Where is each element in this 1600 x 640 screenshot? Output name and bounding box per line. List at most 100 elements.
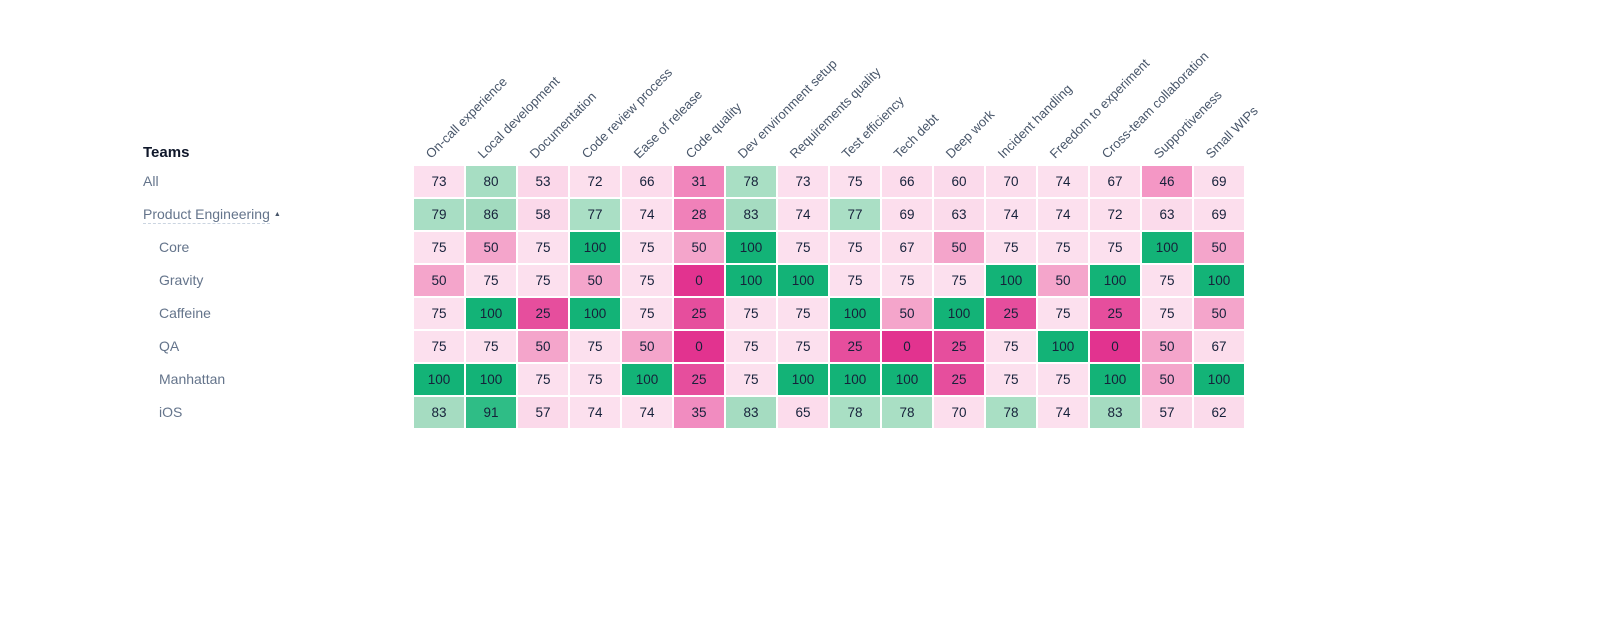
heatmap-cell[interactable]: 79	[414, 199, 464, 230]
heatmap-cell[interactable]: 65	[778, 397, 828, 428]
heatmap-cell[interactable]: 75	[518, 364, 568, 395]
heatmap-cell[interactable]: 75	[622, 298, 672, 329]
heatmap-cell[interactable]: 100	[726, 265, 776, 296]
heatmap-cell[interactable]: 0	[1090, 331, 1140, 362]
heatmap-cell[interactable]: 100	[830, 298, 880, 329]
heatmap-cell[interactable]: 75	[570, 364, 620, 395]
heatmap-cell[interactable]: 25	[830, 331, 880, 362]
heatmap-cell[interactable]: 66	[622, 166, 672, 197]
team-row-label-all[interactable]: All	[143, 171, 159, 191]
heatmap-cell[interactable]: 67	[1090, 166, 1140, 197]
heatmap-cell[interactable]: 91	[466, 397, 516, 428]
heatmap-cell[interactable]: 25	[1090, 298, 1140, 329]
heatmap-cell[interactable]: 63	[934, 199, 984, 230]
heatmap-cell[interactable]: 62	[1194, 397, 1244, 428]
heatmap-cell[interactable]: 100	[414, 364, 464, 395]
heatmap-cell[interactable]: 77	[830, 199, 880, 230]
heatmap-cell[interactable]: 100	[1142, 232, 1192, 263]
heatmap-cell[interactable]: 75	[830, 166, 880, 197]
heatmap-cell[interactable]: 83	[726, 199, 776, 230]
heatmap-cell[interactable]: 75	[778, 298, 828, 329]
heatmap-cell[interactable]: 25	[674, 298, 724, 329]
heatmap-cell[interactable]: 78	[830, 397, 880, 428]
heatmap-cell[interactable]: 72	[570, 166, 620, 197]
heatmap-cell[interactable]: 80	[466, 166, 516, 197]
heatmap-cell[interactable]: 75	[986, 364, 1036, 395]
heatmap-cell[interactable]: 83	[414, 397, 464, 428]
heatmap-cell[interactable]: 75	[726, 331, 776, 362]
heatmap-cell[interactable]: 74	[622, 397, 672, 428]
heatmap-cell[interactable]: 100	[778, 364, 828, 395]
heatmap-cell[interactable]: 75	[1090, 232, 1140, 263]
heatmap-cell[interactable]: 75	[986, 232, 1036, 263]
heatmap-cell[interactable]: 75	[830, 265, 880, 296]
heatmap-cell[interactable]: 28	[674, 199, 724, 230]
heatmap-cell[interactable]: 75	[518, 265, 568, 296]
heatmap-cell[interactable]: 50	[570, 265, 620, 296]
heatmap-cell[interactable]: 25	[674, 364, 724, 395]
heatmap-cell[interactable]: 50	[1142, 364, 1192, 395]
heatmap-cell[interactable]: 0	[882, 331, 932, 362]
heatmap-cell[interactable]: 75	[1038, 232, 1088, 263]
heatmap-cell[interactable]: 66	[882, 166, 932, 197]
heatmap-cell[interactable]: 100	[1090, 364, 1140, 395]
heatmap-cell[interactable]: 78	[882, 397, 932, 428]
heatmap-cell[interactable]: 75	[882, 265, 932, 296]
column-header-code-review-process[interactable]: Code review process	[578, 64, 676, 162]
heatmap-cell[interactable]: 100	[1090, 265, 1140, 296]
heatmap-cell[interactable]: 78	[986, 397, 1036, 428]
heatmap-cell[interactable]: 75	[726, 364, 776, 395]
heatmap-cell[interactable]: 74	[986, 199, 1036, 230]
heatmap-cell[interactable]: 75	[830, 232, 880, 263]
heatmap-cell[interactable]: 83	[1090, 397, 1140, 428]
heatmap-cell[interactable]: 75	[570, 331, 620, 362]
heatmap-cell[interactable]: 75	[414, 298, 464, 329]
heatmap-cell[interactable]: 50	[882, 298, 932, 329]
heatmap-cell[interactable]: 50	[1038, 265, 1088, 296]
heatmap-cell[interactable]: 53	[518, 166, 568, 197]
column-header-requirements-quality[interactable]: Requirements quality	[786, 64, 884, 162]
heatmap-cell[interactable]: 75	[778, 331, 828, 362]
heatmap-cell[interactable]: 50	[622, 331, 672, 362]
team-row-label-caffeine[interactable]: Caffeine	[159, 303, 211, 323]
column-header-deep-work[interactable]: Deep work	[942, 106, 998, 162]
heatmap-cell[interactable]: 100	[570, 298, 620, 329]
heatmap-cell[interactable]: 72	[1090, 199, 1140, 230]
heatmap-cell[interactable]: 50	[934, 232, 984, 263]
heatmap-cell[interactable]: 75	[622, 232, 672, 263]
heatmap-cell[interactable]: 25	[518, 298, 568, 329]
heatmap-cell[interactable]: 78	[726, 166, 776, 197]
heatmap-cell[interactable]: 75	[778, 232, 828, 263]
heatmap-cell[interactable]: 73	[778, 166, 828, 197]
heatmap-cell[interactable]: 31	[674, 166, 724, 197]
heatmap-cell[interactable]: 75	[622, 265, 672, 296]
heatmap-cell[interactable]: 100	[466, 364, 516, 395]
heatmap-cell[interactable]: 75	[1142, 265, 1192, 296]
heatmap-cell[interactable]: 75	[1038, 364, 1088, 395]
heatmap-cell[interactable]: 100	[466, 298, 516, 329]
heatmap-cell[interactable]: 70	[986, 166, 1036, 197]
heatmap-cell[interactable]: 50	[1142, 331, 1192, 362]
heatmap-cell[interactable]: 70	[934, 397, 984, 428]
heatmap-cell[interactable]: 75	[726, 298, 776, 329]
heatmap-cell[interactable]: 57	[518, 397, 568, 428]
heatmap-cell[interactable]: 69	[1194, 166, 1244, 197]
heatmap-cell[interactable]: 67	[882, 232, 932, 263]
heatmap-cell[interactable]: 73	[414, 166, 464, 197]
heatmap-cell[interactable]: 100	[986, 265, 1036, 296]
heatmap-cell[interactable]: 75	[414, 331, 464, 362]
heatmap-cell[interactable]: 86	[466, 199, 516, 230]
heatmap-cell[interactable]: 58	[518, 199, 568, 230]
heatmap-cell[interactable]: 100	[1038, 331, 1088, 362]
heatmap-cell[interactable]: 74	[622, 199, 672, 230]
heatmap-cell[interactable]: 46	[1142, 166, 1192, 197]
heatmap-cell[interactable]: 100	[726, 232, 776, 263]
heatmap-cell[interactable]: 74	[1038, 199, 1088, 230]
heatmap-cell[interactable]: 74	[1038, 397, 1088, 428]
heatmap-cell[interactable]: 50	[1194, 232, 1244, 263]
column-header-tech-debt[interactable]: Tech debt	[890, 110, 942, 162]
heatmap-cell[interactable]: 25	[934, 331, 984, 362]
heatmap-cell[interactable]: 75	[1038, 298, 1088, 329]
heatmap-cell[interactable]: 75	[986, 331, 1036, 362]
heatmap-cell[interactable]: 75	[466, 265, 516, 296]
